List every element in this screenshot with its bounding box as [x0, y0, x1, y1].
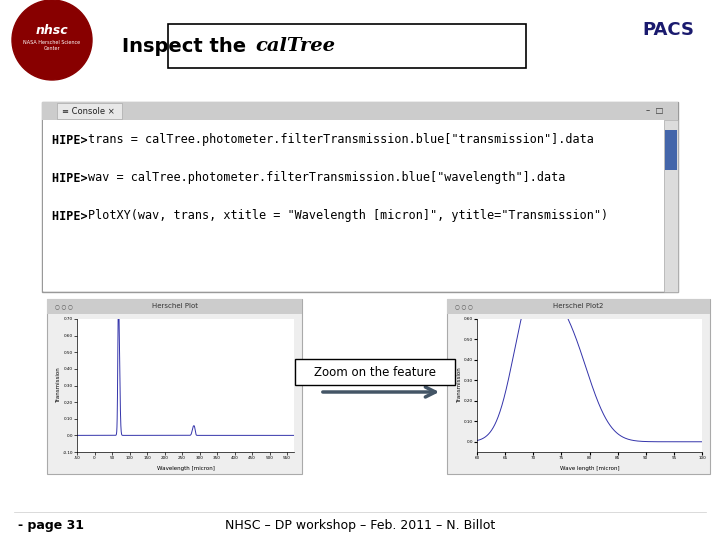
Y-axis label: Transmission: Transmission — [56, 368, 61, 403]
Text: Herschel Plot2: Herschel Plot2 — [553, 303, 603, 309]
Text: trans = calTree.photometer.filterTransmission.blue["transmission"].data: trans = calTree.photometer.filterTransmi… — [88, 133, 594, 146]
Text: Inspect the: Inspect the — [122, 37, 253, 56]
Text: wav = calTree.photometer.filterTransmission.blue["wavelength"].data: wav = calTree.photometer.filterTransmiss… — [88, 172, 565, 185]
FancyBboxPatch shape — [42, 102, 678, 120]
FancyBboxPatch shape — [447, 299, 710, 474]
Y-axis label: Transmission: Transmission — [457, 368, 462, 403]
Text: –  □: – □ — [646, 106, 663, 116]
Text: NASA Herschel Science: NASA Herschel Science — [24, 40, 81, 45]
X-axis label: Wavelength [micron]: Wavelength [micron] — [156, 465, 215, 471]
Text: ≡ Console ×: ≡ Console × — [62, 106, 114, 116]
FancyBboxPatch shape — [43, 120, 664, 291]
Text: PlotXY(wav, trans, xtitle = "Wavelength [micron]", ytitle="Transmission"): PlotXY(wav, trans, xtitle = "Wavelength … — [88, 210, 608, 222]
FancyBboxPatch shape — [42, 102, 678, 292]
Text: NHSC – DP workshop – Feb. 2011 – N. Billot: NHSC – DP workshop – Feb. 2011 – N. Bill… — [225, 519, 495, 532]
Text: PACS: PACS — [642, 21, 694, 39]
FancyBboxPatch shape — [665, 130, 677, 170]
Text: Zoom on the feature: Zoom on the feature — [314, 366, 436, 379]
FancyBboxPatch shape — [447, 299, 710, 314]
Text: HIPE>: HIPE> — [52, 172, 95, 185]
Text: ○ ○ ○: ○ ○ ○ — [55, 304, 73, 309]
FancyBboxPatch shape — [168, 24, 526, 68]
FancyBboxPatch shape — [47, 299, 302, 314]
FancyBboxPatch shape — [47, 299, 302, 474]
FancyBboxPatch shape — [295, 359, 455, 385]
Text: ○ ○ ○: ○ ○ ○ — [455, 304, 473, 309]
Text: calTree: calTree — [255, 37, 335, 55]
X-axis label: Wave length [micron]: Wave length [micron] — [559, 465, 619, 471]
Text: Center: Center — [44, 46, 60, 51]
Text: - page 31: - page 31 — [18, 519, 84, 532]
Text: Herschel Plot: Herschel Plot — [151, 303, 197, 309]
Circle shape — [12, 0, 92, 80]
FancyArrowPatch shape — [323, 387, 436, 397]
Text: HIPE>: HIPE> — [52, 210, 95, 222]
Text: nhsc: nhsc — [36, 24, 68, 37]
FancyBboxPatch shape — [664, 120, 678, 292]
FancyBboxPatch shape — [57, 103, 122, 119]
Text: HIPE>: HIPE> — [52, 133, 95, 146]
